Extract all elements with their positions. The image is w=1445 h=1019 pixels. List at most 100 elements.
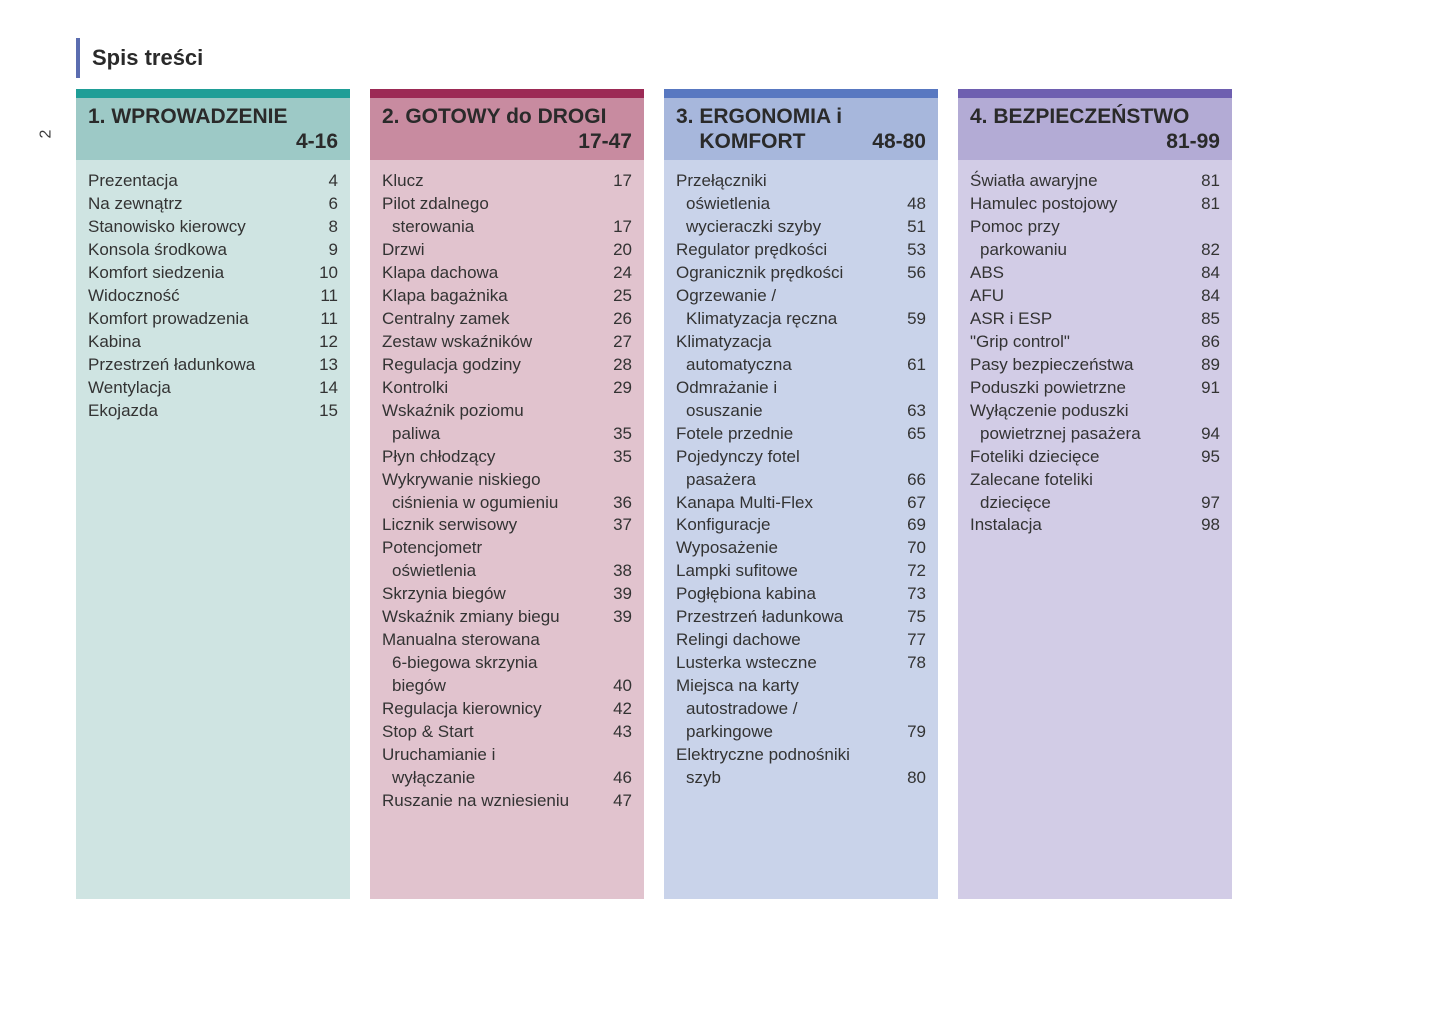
toc-entry-label: Wskaźnik zmiany biegu — [382, 606, 604, 629]
toc-entry: Manualna sterowana6-biegowa skrzyniabieg… — [382, 629, 632, 698]
toc-entry: Kanapa Multi-Flex67 — [676, 492, 926, 515]
toc-entry-page: 4 — [310, 170, 338, 193]
toc-entry: Płyn chłodzący35 — [382, 446, 632, 469]
toc-entry-label: Ogranicznik prędkości — [676, 262, 898, 285]
toc-entry-page: 98 — [1192, 514, 1220, 537]
toc-entry-label: Manualna sterowana6-biegowa skrzyniabieg… — [382, 629, 604, 698]
column-page-range: 17-47 — [382, 129, 632, 154]
toc-entry: Przełącznikioświetlenia48 — [676, 170, 926, 216]
toc-entry: Zalecane fotelikidziecięce97 — [970, 469, 1220, 515]
toc-entry: Stanowisko kierowcy8 — [88, 216, 338, 239]
toc-entry: Potencjometroświetlenia38 — [382, 537, 632, 583]
toc-entry-page: 39 — [604, 583, 632, 606]
toc-entry: Pojedynczy fotelpasażera66 — [676, 446, 926, 492]
toc-column: 3. ERGONOMIA i KOMFORT48-80 Przełącznikio… — [664, 89, 938, 899]
toc-entry-page: 29 — [604, 377, 632, 400]
toc-entry-page: 8 — [310, 216, 338, 239]
toc-entry: Fotele przednie65 — [676, 423, 926, 446]
toc-entry: Pasy bezpieczeństwa89 — [970, 354, 1220, 377]
toc-entry-label: Zestaw wskaźników — [382, 331, 604, 354]
toc-entry-label: "Grip control" — [970, 331, 1192, 354]
title-bar: Spis treści — [76, 38, 203, 78]
column-header: 1. WPROWADZENIE4-16 — [76, 98, 350, 160]
toc-entry-label: Foteliki dziecięce — [970, 446, 1192, 469]
column-topbar — [958, 89, 1232, 98]
toc-entry: Prezentacja4 — [88, 170, 338, 193]
toc-entry-label: Klimatyzacjaautomatyczna — [676, 331, 898, 377]
toc-entry-page: 82 — [1192, 239, 1220, 262]
toc-entry-label: Lampki sufitowe — [676, 560, 898, 583]
toc-entry-page: 81 — [1192, 193, 1220, 216]
toc-entry: Poduszki powietrzne91 — [970, 377, 1220, 400]
toc-entry-label: Wentylacja — [88, 377, 310, 400]
column-page-range: 81-99 — [970, 129, 1220, 154]
toc-column: 1. WPROWADZENIE4-16Prezentacja4Na zewnąt… — [76, 89, 350, 899]
toc-entry-page: 17 — [604, 170, 632, 193]
toc-entry: wycieraczki szyby51 — [676, 216, 926, 239]
toc-entry: Foteliki dziecięce95 — [970, 446, 1220, 469]
toc-entry-page: 12 — [310, 331, 338, 354]
toc-entry-page: 20 — [604, 239, 632, 262]
toc-entry-label: wycieraczki szyby — [676, 216, 898, 239]
toc-entry-label: Regulacja godziny — [382, 354, 604, 377]
toc-entry-label: Elektryczne podnośnikiszyb — [676, 744, 898, 790]
toc-entry: Wyposażenie70 — [676, 537, 926, 560]
toc-entry-label: Przestrzeń ładunkowa — [88, 354, 310, 377]
toc-entry-label: Miejsca na kartyautostradowe /parkingowe — [676, 675, 898, 744]
toc-entry-page: 72 — [898, 560, 926, 583]
toc-entry-label: Relingi dachowe — [676, 629, 898, 652]
toc-entry-page: 37 — [604, 514, 632, 537]
toc-entry: Ogrzewanie /Klimatyzacja ręczna59 — [676, 285, 926, 331]
toc-entry-page: 63 — [898, 400, 926, 423]
toc-entry: Drzwi20 — [382, 239, 632, 262]
toc-entry-label: Widoczność — [88, 285, 310, 308]
toc-entry-label: AFU — [970, 285, 1192, 308]
toc-entry: Wykrywanie niskiegociśnienia w ogumieniu… — [382, 469, 632, 515]
toc-entry: Pogłębiona kabina73 — [676, 583, 926, 606]
toc-entry-label: Ruszanie na wzniesieniu — [382, 790, 604, 813]
toc-entry-page: 28 — [604, 354, 632, 377]
toc-entry-label: Skrzynia biegów — [382, 583, 604, 606]
toc-entry-label: Centralny zamek — [382, 308, 604, 331]
toc-entry-label: Drzwi — [382, 239, 604, 262]
toc-entry-page: 47 — [604, 790, 632, 813]
toc-entry-label: Przełącznikioświetlenia — [676, 170, 898, 216]
toc-entry-label: Stanowisko kierowcy — [88, 216, 310, 239]
toc-entry-page: 56 — [898, 262, 926, 285]
toc-entry: Elektryczne podnośnikiszyb80 — [676, 744, 926, 790]
toc-entry-label: Pogłębiona kabina — [676, 583, 898, 606]
toc-entry: Kabina12 — [88, 331, 338, 354]
toc-entry: "Grip control"86 — [970, 331, 1220, 354]
page-number: 2 — [37, 130, 55, 139]
toc-entry: Regulator prędkości53 — [676, 239, 926, 262]
toc-entry: Pilot zdalnegosterowania17 — [382, 193, 632, 239]
toc-entry: Uruchamianie iwyłączanie46 — [382, 744, 632, 790]
toc-entry-label: Odmrażanie iosuszanie — [676, 377, 898, 423]
column-heading: 3. ERGONOMIA i KOMFORT48-80 — [676, 104, 926, 154]
toc-columns: 1. WPROWADZENIE4-16Prezentacja4Na zewnąt… — [76, 89, 1232, 899]
toc-entry-page: 84 — [1192, 285, 1220, 308]
column-header: 2. GOTOWY do DROGI17-47 — [370, 98, 644, 160]
toc-entry: Klimatyzacjaautomatyczna61 — [676, 331, 926, 377]
toc-entry: ASR i ESP85 — [970, 308, 1220, 331]
toc-entry-page: 67 — [898, 492, 926, 515]
toc-entry-label: Pojedynczy fotelpasażera — [676, 446, 898, 492]
toc-entry-page: 24 — [604, 262, 632, 285]
toc-entry-label: Pilot zdalnegosterowania — [382, 193, 604, 239]
toc-entry: Hamulec postojowy81 — [970, 193, 1220, 216]
toc-entry-label: Uruchamianie iwyłączanie — [382, 744, 604, 790]
toc-entry-page: 94 — [1192, 423, 1220, 446]
toc-entry-page: 35 — [604, 423, 632, 446]
toc-entry-label: Regulacja kierownicy — [382, 698, 604, 721]
toc-entry-page: 17 — [604, 216, 632, 239]
toc-entry: Odmrażanie iosuszanie63 — [676, 377, 926, 423]
toc-entry: Regulacja kierownicy42 — [382, 698, 632, 721]
toc-entry: Lampki sufitowe72 — [676, 560, 926, 583]
column-heading: 4. BEZPIECZEŃSTWO — [970, 104, 1220, 129]
toc-entry-label: Pasy bezpieczeństwa — [970, 354, 1192, 377]
toc-entry-page: 39 — [604, 606, 632, 629]
toc-entry-label: Kontrolki — [382, 377, 604, 400]
toc-entry-page: 13 — [310, 354, 338, 377]
toc-entry-page: 15 — [310, 400, 338, 423]
toc-entry-label: Poduszki powietrzne — [970, 377, 1192, 400]
